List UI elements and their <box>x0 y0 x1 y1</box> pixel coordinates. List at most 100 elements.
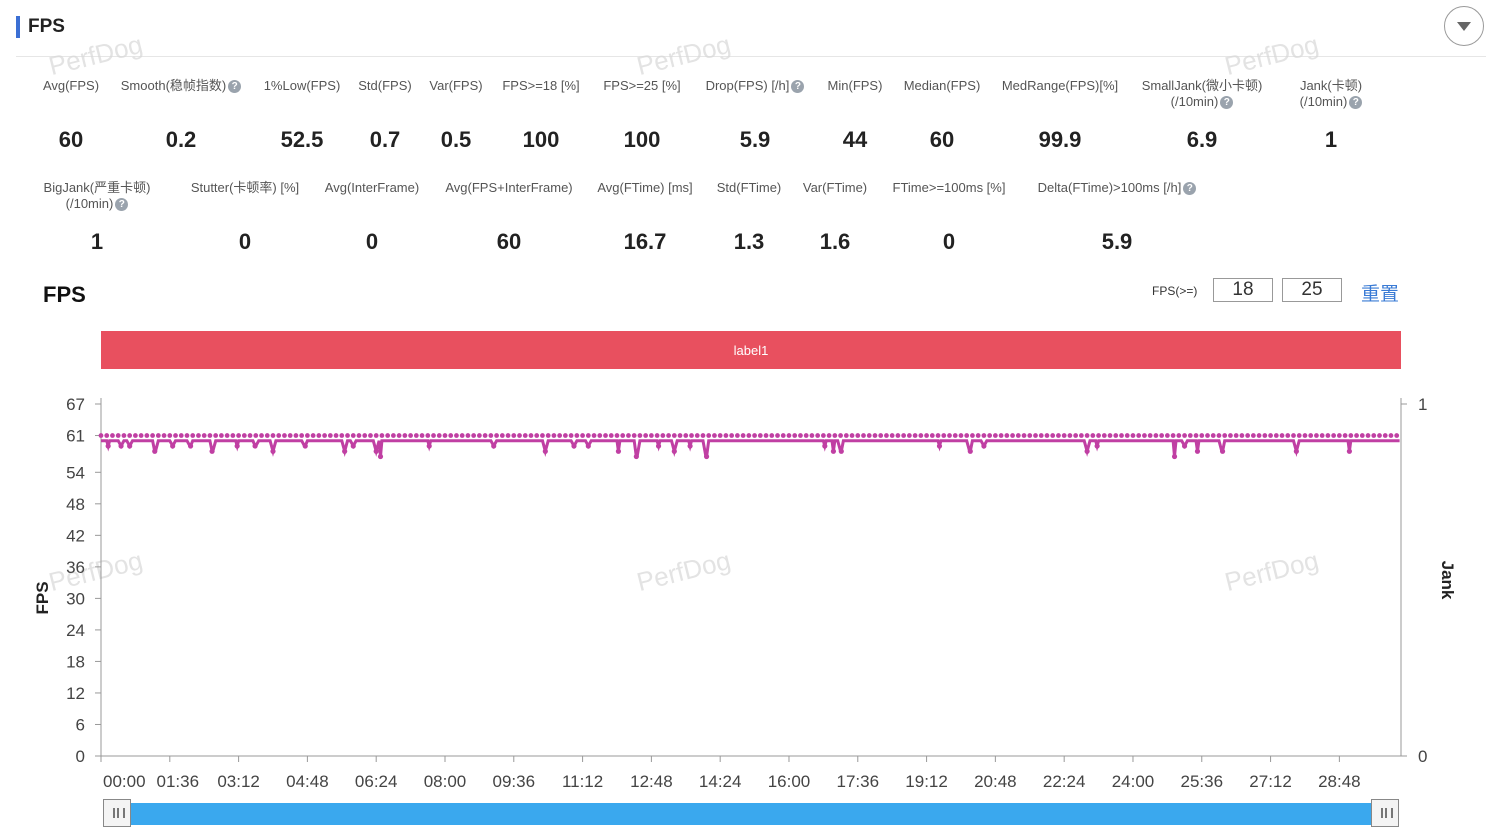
metric-value: 99.9 <box>1038 127 1082 152</box>
fps-point <box>1176 433 1182 438</box>
fps-point <box>534 433 540 438</box>
fps-point <box>1388 433 1394 438</box>
fps-point <box>304 433 310 438</box>
fps-point <box>901 433 907 438</box>
metric-value: 0 <box>942 229 956 254</box>
fps-point <box>1084 433 1090 438</box>
fps-point <box>608 433 614 438</box>
metric-value: 5.9 <box>739 127 771 152</box>
fps-dip-point <box>426 443 432 449</box>
metric-label: Avg(FTime) [ms] <box>597 180 693 195</box>
fps-point <box>1325 433 1331 438</box>
metric-label: Delta(FTime)>100ms [/h]? <box>1032 180 1202 196</box>
metric-metrics_row2-1: Stutter(卡顿率) [%] 0 <box>160 180 330 259</box>
fps-point <box>884 433 889 438</box>
fps-point <box>104 433 110 438</box>
fps-point <box>264 433 270 438</box>
fps-point <box>241 433 247 438</box>
metric-metrics_row2-2: Avg(InterFrame) 0 <box>287 180 457 259</box>
fps-point <box>1170 433 1176 438</box>
fps-point <box>1164 433 1170 438</box>
fps-point <box>350 433 356 438</box>
metric-metrics_row2-8: Delta(FTime)>100ms [/h]? 5.9 <box>1032 180 1202 259</box>
fps-point <box>1359 433 1365 438</box>
help-icon[interactable]: ? <box>791 80 805 94</box>
help-icon[interactable]: ? <box>1349 96 1363 110</box>
collapse-button[interactable] <box>1444 6 1484 46</box>
fps-dip-point <box>491 443 497 449</box>
metric-label: Var(FPS) <box>429 78 483 93</box>
metric-metrics_row1-8: Min(FPS) 44 <box>770 78 940 157</box>
time-range-slider-track[interactable] <box>103 803 1399 825</box>
metric-label-unit: (/10min)? <box>12 196 182 212</box>
fps-point <box>752 433 757 438</box>
metric-label: Avg(InterFrame) <box>324 180 420 195</box>
fps-point <box>1153 433 1159 438</box>
metric-label: Drop(FPS) [/h]? <box>670 78 840 94</box>
fps-point <box>1377 433 1382 438</box>
fps-threshold-input-2[interactable] <box>1282 278 1342 302</box>
fps-dip-point <box>350 443 356 449</box>
fps-threshold-label: FPS(>=) <box>1152 284 1198 298</box>
fps-point <box>866 433 872 438</box>
fps-point <box>1291 433 1296 438</box>
fps-dip-point <box>1181 443 1188 449</box>
fps-point <box>706 433 712 438</box>
fps-point <box>368 433 373 438</box>
fps-dip-point <box>687 443 693 449</box>
fps-point <box>419 433 425 438</box>
x-tick-label: 16:00 <box>768 772 811 791</box>
fps-point <box>471 433 477 438</box>
fps-point <box>1296 433 1302 438</box>
fps-point <box>299 433 305 438</box>
fps-point <box>310 433 316 438</box>
help-icon[interactable]: ? <box>115 198 129 212</box>
slider-handle-right[interactable] <box>1371 799 1399 827</box>
x-tick-label: 22:24 <box>1043 772 1086 791</box>
metric-label-unit: (/10min)? <box>1246 94 1416 110</box>
fps-point <box>906 433 912 438</box>
metric-metrics_row1-9: Median(FPS) 60 <box>857 78 1027 157</box>
y-tick-label: 24 <box>66 621 85 640</box>
fps-point <box>1124 433 1130 438</box>
metric-metrics_row2-6: Var(FTime) 1.6 <box>750 180 920 259</box>
fps-point <box>1262 433 1268 438</box>
fps-point <box>207 433 213 438</box>
label-band[interactable]: label1 <box>101 331 1401 369</box>
fps-point <box>276 433 282 438</box>
fps-dip-point <box>342 448 348 454</box>
help-icon[interactable]: ? <box>1183 182 1197 196</box>
chevron-down-icon <box>1457 22 1471 31</box>
fps-point <box>1090 433 1096 438</box>
fps-point <box>912 433 918 438</box>
slider-handle-left[interactable] <box>103 799 131 827</box>
fps-point <box>1073 433 1079 438</box>
help-icon[interactable]: ? <box>228 80 242 94</box>
fps-point <box>173 433 178 438</box>
fps-dip-point <box>1219 448 1226 454</box>
fps-dip-point <box>1084 448 1090 454</box>
y-axis-title: FPS <box>33 581 52 614</box>
fps-point <box>1130 433 1136 438</box>
reset-link[interactable]: 重置 <box>1361 284 1400 305</box>
metric-value: 60 <box>929 127 955 152</box>
fps-point <box>981 433 987 438</box>
metric-value: 100 <box>623 127 661 152</box>
metric-label: Stutter(卡顿率) [%] <box>190 180 300 195</box>
fps-point <box>138 433 144 438</box>
fps-point <box>820 433 826 438</box>
y-tick-label: 30 <box>66 589 85 608</box>
fps-threshold-input-1[interactable] <box>1213 278 1273 302</box>
fps-dip-point <box>1293 448 1299 454</box>
metric-metrics_row1-10: MedRange(FPS)[%] 99.9 <box>975 78 1145 157</box>
x-tick-label: 14:24 <box>699 772 742 791</box>
metric-metrics_row2-5: Std(FTime) 1.3 <box>664 180 834 259</box>
fps-point <box>568 433 574 438</box>
help-icon[interactable]: ? <box>1220 96 1234 110</box>
fps-point <box>1210 433 1216 438</box>
fps-point <box>832 433 838 438</box>
metric-value: 1 <box>90 229 104 254</box>
fps-point <box>746 433 752 438</box>
fps-dip-point <box>633 453 639 460</box>
